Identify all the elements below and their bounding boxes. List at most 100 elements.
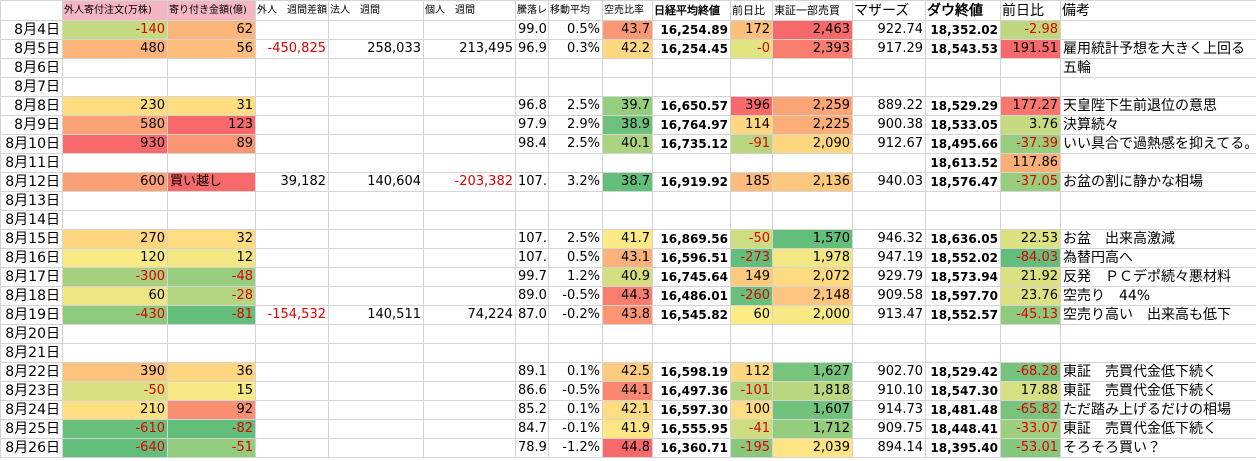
value-cell	[772, 77, 853, 97]
value-cell: 149	[730, 267, 773, 287]
date-cell: 8月12日	[0, 172, 63, 192]
data-row: 8月26日 -640 -51 78.9 -1.2% 44.8 16,360.71 -195 2,…	[0, 438, 1256, 458]
value-cell	[652, 343, 731, 363]
value-cell: 36	[167, 362, 256, 382]
value-cell: 117.86	[1000, 153, 1061, 173]
value-cell	[328, 267, 424, 287]
value-cell	[255, 77, 329, 97]
value-cell	[548, 210, 603, 230]
data-row: 8月8日 230 31 96.8 2.5% 39.7 16,650.57 396 2,259 88…	[0, 96, 1256, 116]
value-cell: 16,545.82	[652, 305, 731, 325]
value-cell: 3.2%	[548, 172, 603, 192]
value-cell: 42.5	[602, 362, 653, 382]
value-cell	[730, 58, 773, 78]
value-cell	[255, 343, 329, 363]
value-cell: 84.7	[515, 419, 549, 439]
value-cell	[423, 381, 516, 401]
memo-cell: 空売り高い 出来高も低下	[1060, 305, 1256, 325]
value-cell: -48	[167, 267, 256, 287]
value-cell: 0.1%	[548, 362, 603, 382]
memo-cell: 東証 売買代金低下続く	[1060, 362, 1256, 382]
value-cell: 44.3	[602, 286, 653, 306]
value-cell	[62, 153, 168, 173]
value-cell	[515, 191, 549, 211]
value-cell: 177.27	[1000, 96, 1061, 116]
value-cell: -37.05	[1000, 172, 1061, 192]
value-cell: 85.2	[515, 400, 549, 420]
memo-cell	[1060, 210, 1256, 230]
data-row: 8月22日 390 36 89.1 0.1% 42.5 16,598.19 112 1,627 9…	[0, 362, 1256, 382]
value-cell: 912.67	[852, 134, 926, 154]
value-cell	[328, 438, 424, 458]
value-cell: -430	[62, 305, 168, 325]
value-cell	[730, 210, 773, 230]
memo-cell	[1060, 324, 1256, 344]
memo-cell: お盆 出来高激減	[1060, 229, 1256, 249]
value-cell: 2,393	[772, 39, 853, 59]
value-cell: 107.8	[515, 248, 549, 268]
value-cell: 16,764.97	[652, 115, 731, 135]
data-row: 8月4日 -140 62 99.0 0.5% 43.7 16,254.89 172 2,463 9…	[0, 20, 1256, 40]
date-cell: 8月21日	[0, 343, 63, 363]
data-row: 8月19日 -430 -81 -154,532 140,511 74,224 87.0 -0.…	[0, 305, 1256, 325]
value-cell	[423, 20, 516, 40]
value-cell	[515, 153, 549, 173]
value-cell: 123	[167, 115, 256, 135]
value-cell: 946.32	[852, 229, 926, 249]
column-header: マザーズ	[852, 0, 926, 21]
value-cell: 0.3%	[548, 39, 603, 59]
column-header: 騰落レシオ	[515, 0, 549, 21]
memo-cell: 五輪	[1060, 58, 1256, 78]
memo-cell	[1060, 20, 1256, 40]
value-cell: 16,254.45	[652, 39, 731, 59]
value-cell	[423, 267, 516, 287]
value-cell	[423, 191, 516, 211]
value-cell	[328, 419, 424, 439]
value-cell: 41.9	[602, 419, 653, 439]
data-row: 8月18日 60 -28 89.0 -0.5% 44.3 16,486.01 -260 2,14…	[0, 286, 1256, 306]
value-cell: 140,604	[328, 172, 424, 192]
value-cell: 60	[730, 305, 773, 325]
value-cell	[730, 343, 773, 363]
value-cell	[255, 115, 329, 135]
value-cell	[255, 134, 329, 154]
value-cell: 1,818	[772, 381, 853, 401]
value-cell: -0	[730, 39, 773, 59]
value-cell	[255, 381, 329, 401]
column-header: ダウ終値	[925, 0, 1001, 21]
value-cell	[423, 362, 516, 382]
value-cell: 買い越し	[167, 172, 256, 192]
value-cell: 3.76	[1000, 115, 1061, 135]
value-cell: 230	[62, 96, 168, 116]
value-cell	[515, 324, 549, 344]
value-cell: -1.2%	[548, 438, 603, 458]
value-cell	[167, 343, 256, 363]
value-cell	[515, 77, 549, 97]
value-cell: 96.8	[515, 96, 549, 116]
value-cell: 74,224	[423, 305, 516, 325]
value-cell: 107.0	[515, 172, 549, 192]
value-cell: 2,000	[772, 305, 853, 325]
value-cell	[925, 191, 1001, 211]
value-cell: -0.5%	[548, 286, 603, 306]
data-row: 8月17日 -300 -48 99.7 1.2% 40.9 16,745.64 149 2,07…	[0, 267, 1256, 287]
value-cell	[62, 191, 168, 211]
value-cell: 16,254.89	[652, 20, 731, 40]
value-cell: 40.9	[602, 267, 653, 287]
value-cell	[548, 153, 603, 173]
value-cell	[852, 324, 926, 344]
value-cell: 40.1	[602, 134, 653, 154]
value-cell: 89.1	[515, 362, 549, 382]
value-cell	[423, 210, 516, 230]
value-cell: 910.10	[852, 381, 926, 401]
value-cell: 18,529.29	[925, 96, 1001, 116]
value-cell	[423, 229, 516, 249]
value-cell: 18,481.48	[925, 400, 1001, 420]
value-cell	[167, 191, 256, 211]
date-cell: 8月16日	[0, 248, 63, 268]
value-cell	[852, 77, 926, 97]
value-cell	[423, 248, 516, 268]
memo-cell: ただ踏み上げるだけの相場	[1060, 400, 1256, 420]
value-cell: 100	[730, 400, 773, 420]
value-cell: 2,039	[772, 438, 853, 458]
